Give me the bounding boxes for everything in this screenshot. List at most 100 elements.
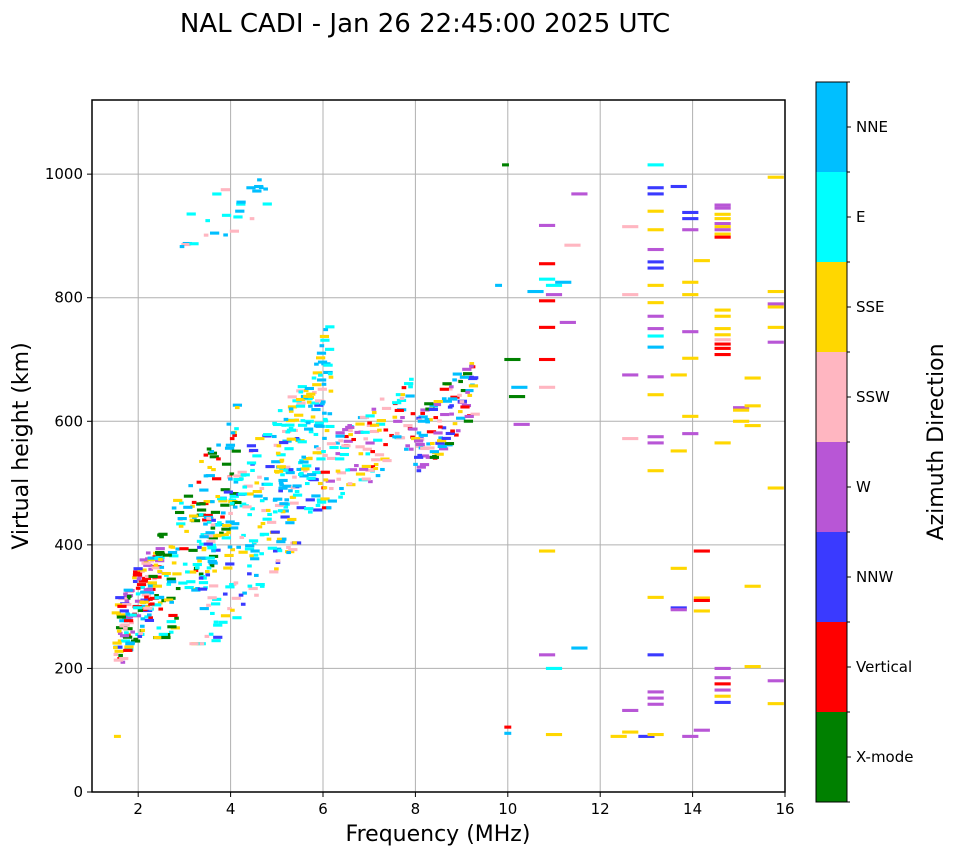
data-point-sse [178,524,184,528]
data-point-e [192,562,202,567]
data-point-ssw [206,540,216,544]
data-point-e [184,585,194,590]
data-point-nne [171,506,177,510]
data-point-ssw [199,642,205,646]
data-point-vertical [420,411,425,415]
data-point-ssw [347,482,353,486]
data-point-e [259,499,265,503]
data-point-vertical [538,357,556,362]
data-point-nne [276,540,286,544]
data-point-ssw [355,445,365,449]
x-tick-label: 10 [498,800,517,818]
data-point-w [647,435,664,439]
data-point-sse [114,649,124,653]
data-point-nnw [670,184,687,189]
y-axis-ticks: 0 200 400 600 800 1000 [45,165,92,801]
data-point-nnw [469,376,479,380]
data-point-nne [147,584,158,588]
data-point-w [145,551,151,555]
data-point-nne [456,416,466,420]
data-point-nne [299,474,309,478]
data-point-ssw [437,419,442,423]
data-point-w [622,708,639,712]
data-point-x-mode [442,382,452,386]
data-point-ssw [231,596,241,600]
data-point-sse [328,389,334,393]
data-point-w [449,412,454,416]
data-point-vertical [149,602,155,606]
data-point-ssw [138,632,143,636]
data-point-w [431,403,442,407]
data-point-vertical [370,450,376,454]
data-point-x-mode [175,587,181,591]
data-point-sse [457,410,463,414]
data-point-nne [245,544,255,548]
data-point-ssw [362,447,372,451]
data-point-x-mode [206,447,212,451]
data-point-ssw [359,415,370,419]
data-point-ssw [361,477,371,481]
data-point-nne [271,460,281,464]
data-point-sse [294,413,304,417]
data-point-vertical [383,443,388,447]
data-point-sse [437,439,447,443]
data-point-nne [254,184,264,189]
data-point-w [714,228,731,232]
data-point-nnw [240,602,246,606]
chart-title: NAL CADI - Jan 26 22:45:00 2025 UTC [180,9,670,39]
data-point-sse [280,510,286,514]
data-point-sse [275,451,281,455]
data-point-sse [767,175,784,179]
data-point-e [340,491,345,496]
data-point-ssw [470,412,480,416]
data-point-nne [149,591,155,595]
data-point-x-mode [458,379,463,384]
data-point-w [343,439,353,443]
data-point-ssw [622,437,639,441]
data-point-e [168,630,174,634]
x-tick-label: 16 [775,800,794,818]
data-point-nne [319,344,325,348]
data-point-sse [220,614,231,618]
data-point-vertical [426,430,437,434]
data-point-sse [113,734,121,738]
data-point-w [415,442,425,446]
data-point-sse [306,400,312,404]
data-point-w [545,293,563,297]
data-point-nne [426,442,431,446]
data-point-w [359,467,369,471]
data-point-w [347,468,358,472]
data-point-nne [257,178,262,182]
data-point-x-mode [174,616,179,620]
x-tick-label: 12 [591,800,610,818]
data-point-nne [258,186,264,190]
data-point-nne [308,404,313,408]
data-point-sse [744,424,761,428]
data-point-e [338,495,343,499]
y-tick-label: 200 [54,659,83,677]
data-point-sse [682,293,699,297]
data-point-sse [203,500,213,504]
data-point-x-mode [162,553,172,557]
data-point-ssw [120,623,130,627]
data-point-e [365,414,375,418]
data-point-sse [234,406,240,410]
data-point-ssw [228,511,233,515]
data-point-nne [282,484,292,488]
data-point-e [297,440,307,444]
data-point-vertical [133,570,143,574]
data-point-nnw [428,407,438,411]
data-point-nne [452,378,457,382]
y-tick-label: 800 [54,289,83,307]
data-point-w [693,728,710,732]
data-point-w [433,431,443,435]
data-point-sse [400,393,406,397]
data-point-e [186,580,196,584]
data-point-sse [714,212,731,216]
data-point-nne [235,209,245,213]
data-point-nnw [272,549,278,553]
data-point-sse [693,259,710,263]
data-point-sse [693,609,710,613]
data-point-ssw [564,243,581,247]
colorbar-swatch-sse [816,262,847,352]
